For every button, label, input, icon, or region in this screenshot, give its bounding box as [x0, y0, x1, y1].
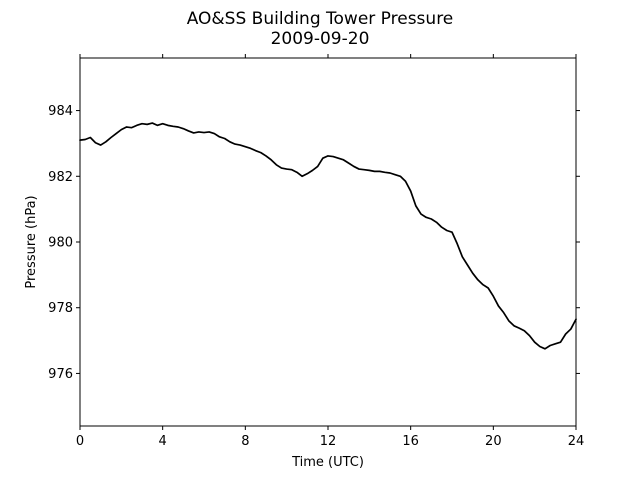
series-layer [79, 122, 577, 350]
y-tick-label: 978 [48, 301, 73, 316]
plot-area-frame [79, 57, 577, 427]
x-tick-label: 24 [568, 434, 585, 449]
y-tick-label: 982 [48, 170, 73, 185]
pressure-series-line [79, 122, 577, 350]
y-tick-label: 976 [48, 367, 73, 382]
x-tick-label: 16 [402, 434, 419, 449]
x-tick-label: 12 [320, 434, 337, 449]
y-tick-label: 984 [48, 104, 73, 119]
x-tick-label: 8 [241, 434, 249, 449]
chart-title: AO&SS Building Tower Pressure [187, 9, 454, 29]
y-tick-label: 980 [48, 236, 73, 251]
x-axis-label: Time (UTC) [291, 455, 364, 470]
x-tick-label: 4 [159, 434, 167, 449]
x-tick-label: 0 [76, 434, 84, 449]
axis-ticks: 0 4 8 12 16 20 24 976 978 980 982 984 [48, 54, 584, 449]
y-axis-label: Pressure (hPa) [24, 195, 39, 288]
x-tick-label: 20 [485, 434, 502, 449]
chart-subtitle: 2009-09-20 [271, 29, 370, 49]
